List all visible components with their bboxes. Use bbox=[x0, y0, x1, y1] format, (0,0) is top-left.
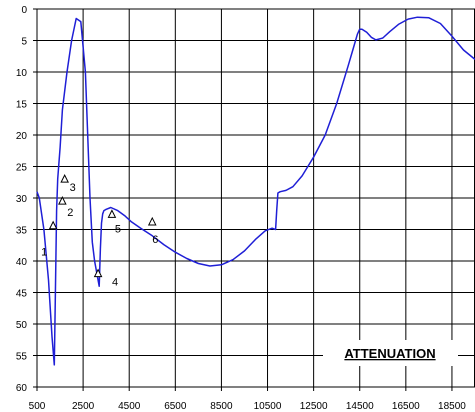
marker-1-label: 1 bbox=[41, 247, 47, 259]
marker-4-triangle bbox=[93, 268, 103, 278]
y-tick-label: 20 bbox=[16, 131, 28, 142]
x-tick-label: 14500 bbox=[346, 401, 374, 412]
marker-layer: 1 2 3 4 5 6 bbox=[41, 173, 158, 289]
x-tick-label: 8500 bbox=[210, 401, 233, 412]
marker-6-triangle bbox=[147, 216, 157, 226]
marker-6-label: 6 bbox=[152, 234, 158, 246]
x-tick-label: 2500 bbox=[72, 401, 95, 412]
y-tick-label: 55 bbox=[16, 352, 28, 363]
title-background bbox=[323, 340, 458, 366]
marker-5-label: 5 bbox=[115, 223, 121, 235]
y-tick-label: 25 bbox=[16, 163, 28, 174]
x-tick-label: 6500 bbox=[164, 401, 187, 412]
x-tick-label: 12500 bbox=[300, 401, 328, 412]
y-tick-label: 15 bbox=[16, 100, 28, 111]
y-tick-label: 35 bbox=[16, 226, 28, 237]
y-tick-label: 10 bbox=[16, 68, 28, 79]
chart-title: ATTENUATION bbox=[344, 346, 435, 361]
title-layer: ATTENUATION bbox=[323, 340, 458, 366]
x-tick-label: 16500 bbox=[392, 401, 420, 412]
x-tick-label: 500 bbox=[29, 401, 46, 412]
marker-2-label: 2 bbox=[67, 207, 73, 219]
marker-5-triangle bbox=[107, 209, 117, 218]
marker-3-label: 3 bbox=[70, 182, 76, 194]
x-tick-label: 4500 bbox=[118, 401, 141, 412]
y-tick-label: 5 bbox=[21, 37, 27, 48]
marker-4-label: 4 bbox=[112, 277, 118, 289]
y-tick-label: 40 bbox=[16, 257, 28, 268]
attenuation-series-line bbox=[36, 16, 475, 366]
y-tick-label: 60 bbox=[16, 383, 28, 394]
x-tick-label: 18500 bbox=[438, 401, 466, 412]
marker-2-triangle bbox=[58, 196, 67, 205]
y-tick-label: 45 bbox=[16, 289, 28, 300]
y-tick-label: 0 bbox=[21, 5, 27, 16]
y-tick-label: 50 bbox=[16, 320, 28, 331]
marker-1-triangle bbox=[48, 220, 58, 230]
grid-layer bbox=[36, 8, 475, 388]
x-tick-label: 10500 bbox=[254, 401, 282, 412]
marker-3-triangle bbox=[60, 173, 69, 183]
y-tick-label: 30 bbox=[16, 194, 28, 205]
series-layer bbox=[36, 16, 475, 366]
